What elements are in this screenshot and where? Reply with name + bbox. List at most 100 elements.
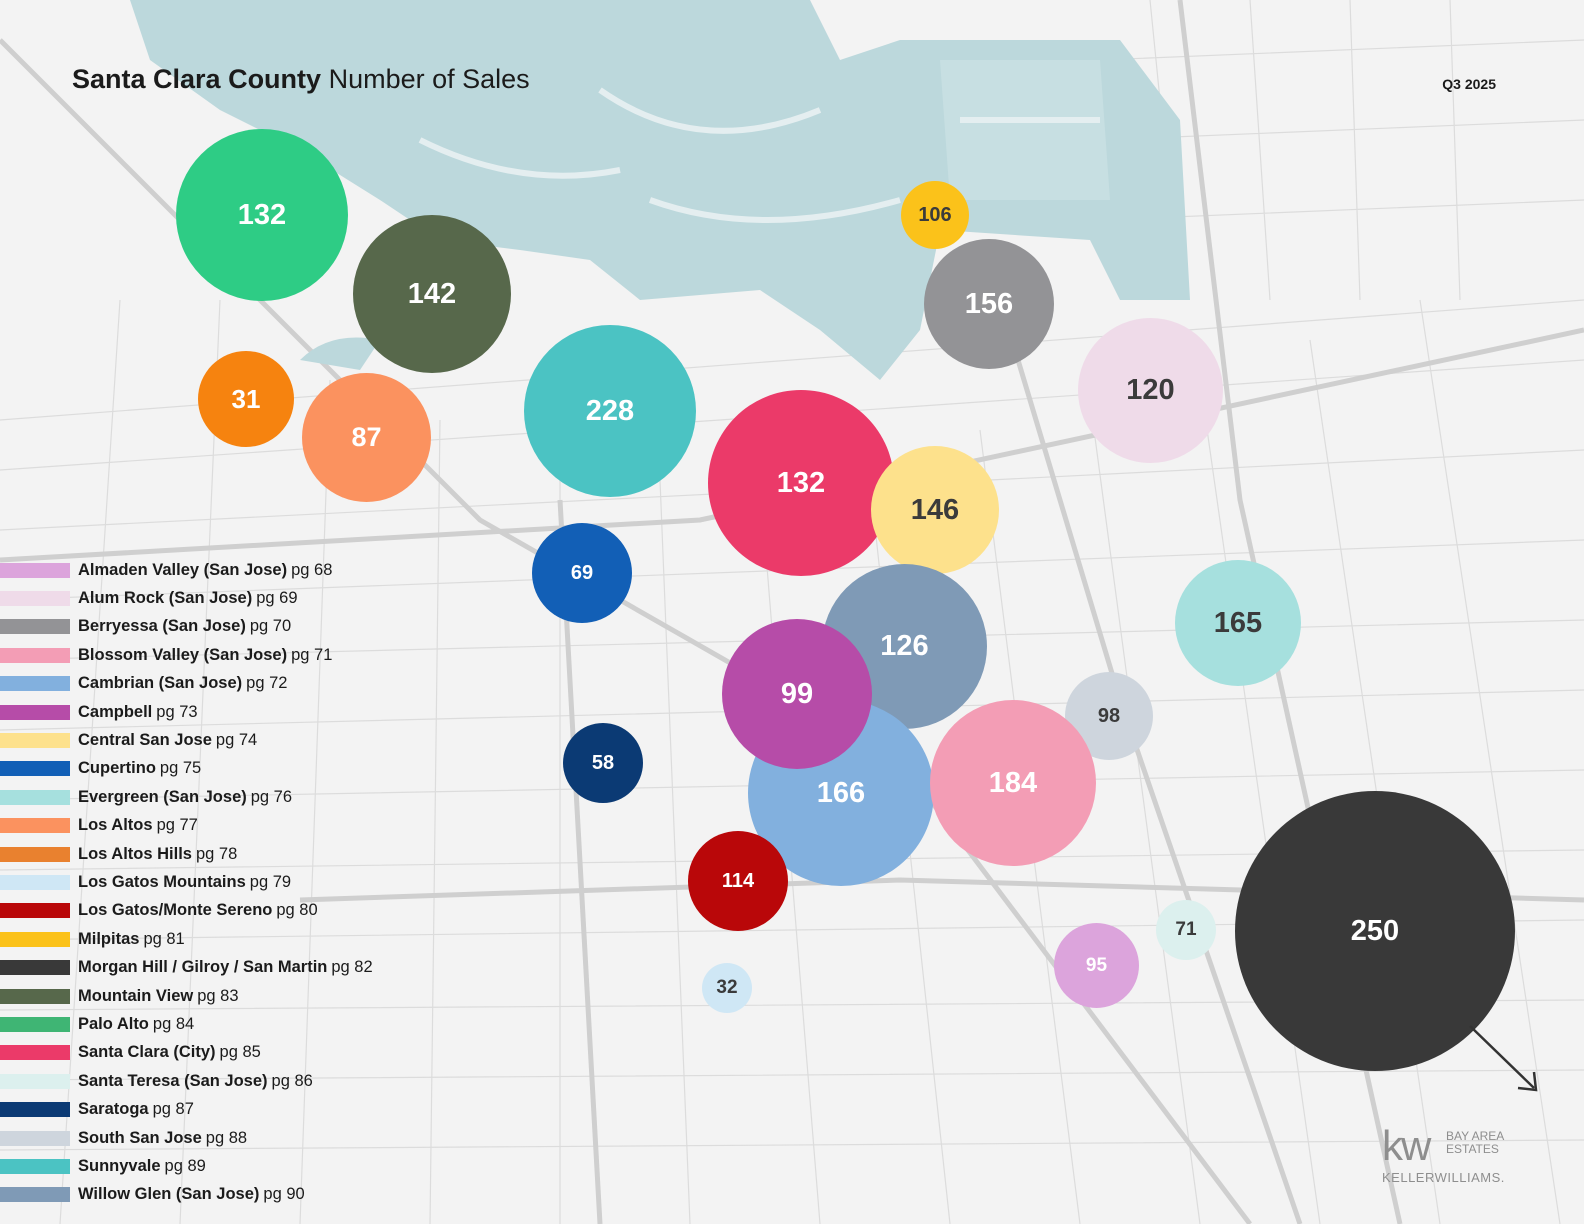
bubble-los-gatos-monte-sereno: 114 <box>688 831 788 931</box>
legend-swatch <box>0 647 70 663</box>
legend-page: pg 71 <box>291 645 333 664</box>
page-title: Santa Clara County Number of Sales <box>72 64 530 95</box>
legend-swatch <box>0 562 70 578</box>
bubble-value: 132 <box>776 466 826 499</box>
legend-item: Santa Teresa (San Jose) pg 86 <box>0 1067 373 1095</box>
legend-swatch <box>0 1102 70 1118</box>
salt-ponds <box>418 87 1100 223</box>
legend-item: Cambrian (San Jose) pg 72 <box>0 670 373 698</box>
legend-page: pg 86 <box>271 1071 313 1090</box>
legend-name: Berryessa (San Jose) <box>78 617 246 636</box>
bubble-berryessa: 156 <box>924 239 1054 369</box>
legend-page: pg 80 <box>276 901 318 920</box>
legend-item: Morgan Hill / Gilroy / San Martin pg 82 <box>0 953 373 981</box>
legend-name: Willow Glen (San Jose) <box>78 1185 260 1204</box>
bubble-alum-rock: 120 <box>1078 318 1223 463</box>
legend-name: Morgan Hill / Gilroy / San Martin <box>78 958 328 977</box>
legend-item: Santa Clara (City) pg 85 <box>0 1039 373 1067</box>
legend-name: Alum Rock (San Jose) <box>78 589 253 608</box>
legend-item: Blossom Valley (San Jose) pg 71 <box>0 641 373 669</box>
bubble-almaden-valley: 95 <box>1054 923 1139 1008</box>
logo-office-line1: BAY AREA <box>1446 1129 1505 1143</box>
legend-swatch <box>0 1158 70 1174</box>
bubble-value: 165 <box>1213 606 1263 639</box>
legend-swatch <box>0 931 70 947</box>
legend-name: Cupertino <box>78 759 156 778</box>
legend-item: Los Altos Hills pg 78 <box>0 840 373 868</box>
offmap-arrow-icon <box>1469 1025 1538 1092</box>
legend-name: Sunnyvale <box>78 1156 161 1175</box>
legend-item: Sunnyvale pg 89 <box>0 1152 373 1180</box>
title-metric: Number of Sales <box>328 64 530 94</box>
legend-item: Palo Alto pg 84 <box>0 1010 373 1038</box>
legend-name: Blossom Valley (San Jose) <box>78 645 288 664</box>
quarter-label: Q3 2025 <box>1442 76 1496 92</box>
bubble-cupertino: 69 <box>532 523 632 623</box>
bubble-value: 184 <box>988 766 1038 799</box>
legend-item: Saratoga pg 87 <box>0 1095 373 1123</box>
legend-swatch <box>0 1130 70 1146</box>
bubble-value: 132 <box>237 198 287 231</box>
legend-name: Milpitas <box>78 929 140 948</box>
legend-swatch <box>0 733 70 749</box>
legend-item: Los Altos pg 77 <box>0 812 373 840</box>
legend-name: Los Gatos Mountains <box>78 872 246 891</box>
legend-name: Central San Jose <box>78 731 212 750</box>
legend-page: pg 83 <box>197 986 239 1005</box>
legend-page: pg 88 <box>205 1128 248 1147</box>
legend-page: pg 78 <box>196 844 238 863</box>
legend-swatch <box>0 1045 70 1061</box>
legend-swatch <box>0 619 70 635</box>
legend-item: Mountain View pg 83 <box>0 982 373 1010</box>
legend-page: pg 76 <box>250 787 293 806</box>
legend-item: Central San Jose pg 74 <box>0 726 373 754</box>
legend-page: pg 81 <box>143 929 185 948</box>
logo-office: BAY AREA ESTATES <box>1446 1130 1526 1156</box>
legend-swatch <box>0 1016 70 1032</box>
legend-item: Berryessa (San Jose) pg 70 <box>0 613 373 641</box>
bubble-value: 142 <box>407 277 457 310</box>
legend-page: pg 68 <box>291 560 333 579</box>
legend-swatch <box>0 874 70 890</box>
bubble-value: 31 <box>231 383 261 414</box>
legend-page: pg 89 <box>164 1156 206 1175</box>
legend-item: Campbell pg 73 <box>0 698 373 726</box>
legend-swatch <box>0 1073 70 1089</box>
bubble-los-altos: 87 <box>302 373 431 502</box>
bubble-value: 95 <box>1085 954 1108 976</box>
bubble-morgan-hill-gilroy-san-martin: 250 <box>1235 791 1515 1071</box>
bay-water <box>130 0 1190 380</box>
legend-item: Milpitas pg 81 <box>0 925 373 953</box>
legend-item: Los Gatos Mountains pg 79 <box>0 868 373 896</box>
bubble-value: 126 <box>880 630 929 662</box>
legend-page: pg 69 <box>256 589 298 608</box>
logo-office-line2: ESTATES <box>1446 1142 1499 1156</box>
legend-page: pg 82 <box>331 958 373 977</box>
legend-name: Los Altos <box>78 816 153 835</box>
legend-swatch <box>0 704 70 720</box>
bubble-evergreen: 165 <box>1175 560 1301 686</box>
legend-swatch <box>0 960 70 976</box>
bubble-milpitas: 106 <box>901 181 969 249</box>
legend-item: Evergreen (San Jose) pg 76 <box>0 783 373 811</box>
legend-page: pg 85 <box>219 1043 261 1062</box>
bubble-value: 120 <box>1126 374 1175 406</box>
bubble-santa-teresa: 71 <box>1156 900 1216 960</box>
legend-name: Palo Alto <box>78 1014 149 1033</box>
bubble-value: 166 <box>816 776 866 809</box>
legend-page: pg 75 <box>159 759 202 778</box>
legend-name: South San Jose <box>78 1128 202 1147</box>
legend-page: pg 77 <box>156 816 198 835</box>
bubble-value: 106 <box>918 203 952 226</box>
bubble-value: 71 <box>1175 919 1197 940</box>
legend-name: Almaden Valley (San Jose) <box>78 560 288 579</box>
legend-page: pg 73 <box>156 702 198 721</box>
legend-item: Almaden Valley (San Jose) pg 68 <box>0 556 373 584</box>
legend-page: pg 90 <box>263 1185 305 1204</box>
legend-swatch <box>0 903 70 919</box>
legend-name: Evergreen (San Jose) <box>78 787 247 806</box>
bubble-palo-alto: 132 <box>176 129 348 301</box>
legend-name: Campbell <box>78 702 153 721</box>
legend-name: Cambrian (San Jose) <box>78 674 243 693</box>
